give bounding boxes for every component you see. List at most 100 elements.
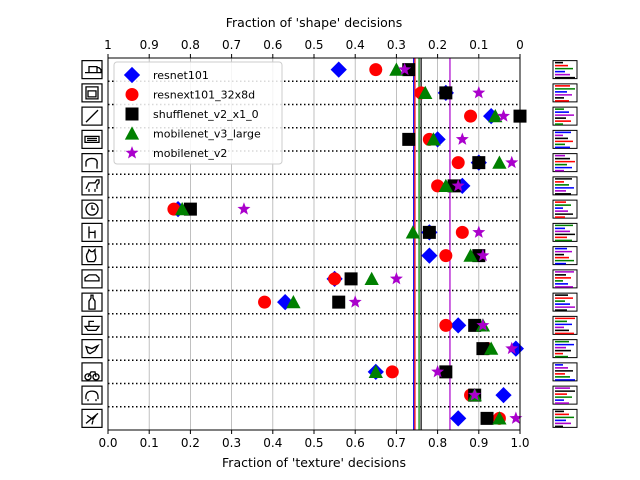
thumbnail [552, 315, 578, 335]
thumbnail [552, 292, 578, 312]
legend-label: mobilenet_v3_large [153, 128, 261, 141]
data-point [450, 317, 467, 334]
data-point [364, 271, 379, 285]
axis-ticks: 0.0 0.1 0.2 0.3 0.4 0.5 0.6 0.7 0.8 0.9 1.0 1 0.9 0.8… [98, 38, 529, 450]
icon-glyph [85, 157, 98, 169]
clock-icon [81, 199, 103, 219]
thumbnail [552, 339, 578, 359]
thumbnail [552, 246, 578, 266]
x-tick-label: 0.6 [346, 436, 365, 450]
icon-glyph [88, 226, 96, 239]
icon-glyph [85, 390, 99, 402]
data-point [484, 341, 499, 355]
thumbnail [552, 106, 578, 126]
data-point [505, 341, 519, 355]
data-point [488, 108, 503, 123]
bottle-icon [81, 292, 103, 312]
data-point [451, 179, 465, 192]
thumbnail [552, 176, 578, 196]
x-tick-label: 0.2 [181, 436, 200, 450]
data-point [125, 107, 139, 121]
x-tick-label: 0.7 [387, 436, 406, 450]
chair-icon [81, 222, 103, 242]
data-point [258, 295, 272, 309]
data-points [167, 61, 527, 427]
data-point [330, 61, 347, 78]
legend-box [113, 61, 283, 165]
legend: resnet101 resnext101_32x8d shufflenet_v2_x… [113, 61, 283, 165]
x2-tick-label: 0 [516, 38, 524, 52]
data-point [439, 365, 453, 379]
data-point [439, 249, 453, 263]
data-point [421, 247, 438, 264]
data-point [418, 85, 433, 99]
cat-icon [81, 246, 103, 266]
icon-frame [81, 153, 103, 173]
icon-glyph [85, 86, 99, 100]
data-point [286, 294, 301, 309]
data-point [422, 225, 436, 239]
data-point [472, 225, 486, 238]
legend-label: shufflenet_v2_x1_0 [153, 108, 259, 121]
data-point [125, 146, 139, 159]
data-point [492, 155, 507, 169]
icon-glyph [85, 202, 99, 216]
icon-frame [81, 292, 103, 312]
data-point [455, 132, 469, 145]
icon-glyph [88, 294, 96, 310]
icon-frame [81, 129, 103, 149]
data-point [344, 272, 358, 286]
data-point [368, 364, 383, 378]
data-point [439, 318, 453, 332]
mean-lines [413, 58, 451, 430]
data-point [480, 411, 494, 425]
x-tick-label: 0.1 [140, 436, 159, 450]
thumbnail [552, 408, 578, 428]
thumbnail [552, 153, 578, 173]
data-point [455, 225, 469, 239]
data-point [450, 410, 467, 427]
x-tick-label: 0.0 [98, 436, 117, 450]
data-point [389, 62, 404, 76]
data-point [472, 156, 486, 170]
data-point [123, 66, 141, 84]
truck-icon [81, 60, 103, 80]
x2-tick-label: 0.1 [469, 38, 488, 52]
data-point [405, 225, 421, 239]
x2-axis-label: Fraction of 'shape' decisions [226, 15, 403, 30]
data-point [402, 132, 416, 146]
thumbnail [552, 199, 578, 219]
icon-glyph [84, 135, 100, 144]
icon-frame [81, 315, 103, 335]
legend-item: shufflenet_v2_x1_0 [125, 107, 259, 121]
oven-icon [81, 83, 103, 103]
x-tick-label: 0.4 [263, 436, 282, 450]
legend-item: mobilenet_v2 [125, 146, 227, 160]
x2-tick-label: 0.5 [304, 38, 323, 52]
data-point [125, 88, 139, 101]
thumbnail [552, 385, 578, 405]
x-tick-label: 0.8 [428, 436, 447, 450]
data-point [124, 126, 140, 140]
data-point [495, 387, 512, 404]
icon-glyph [85, 179, 100, 192]
bird-icon [81, 339, 103, 359]
data-point [439, 86, 453, 100]
dog-icon [81, 176, 103, 196]
knife-icon [81, 106, 103, 126]
icon-glyph [85, 248, 97, 263]
legend-item: resnet101 [123, 66, 209, 84]
car-icon [81, 269, 103, 289]
thumbnail [552, 83, 578, 103]
x2-tick-label: 0.9 [140, 38, 159, 52]
icon-glyph [83, 320, 101, 332]
data-point [492, 411, 507, 425]
legend-item: mobilenet_v3_large [124, 126, 261, 141]
icon-frame [81, 83, 103, 103]
data-point [505, 155, 519, 169]
legend-label: resnext101_32x8d [153, 89, 255, 102]
data-point [398, 62, 412, 76]
x-tick-label: 0.3 [222, 436, 241, 450]
legend-item: resnext101_32x8d [125, 88, 255, 102]
thumbnail [552, 269, 578, 289]
